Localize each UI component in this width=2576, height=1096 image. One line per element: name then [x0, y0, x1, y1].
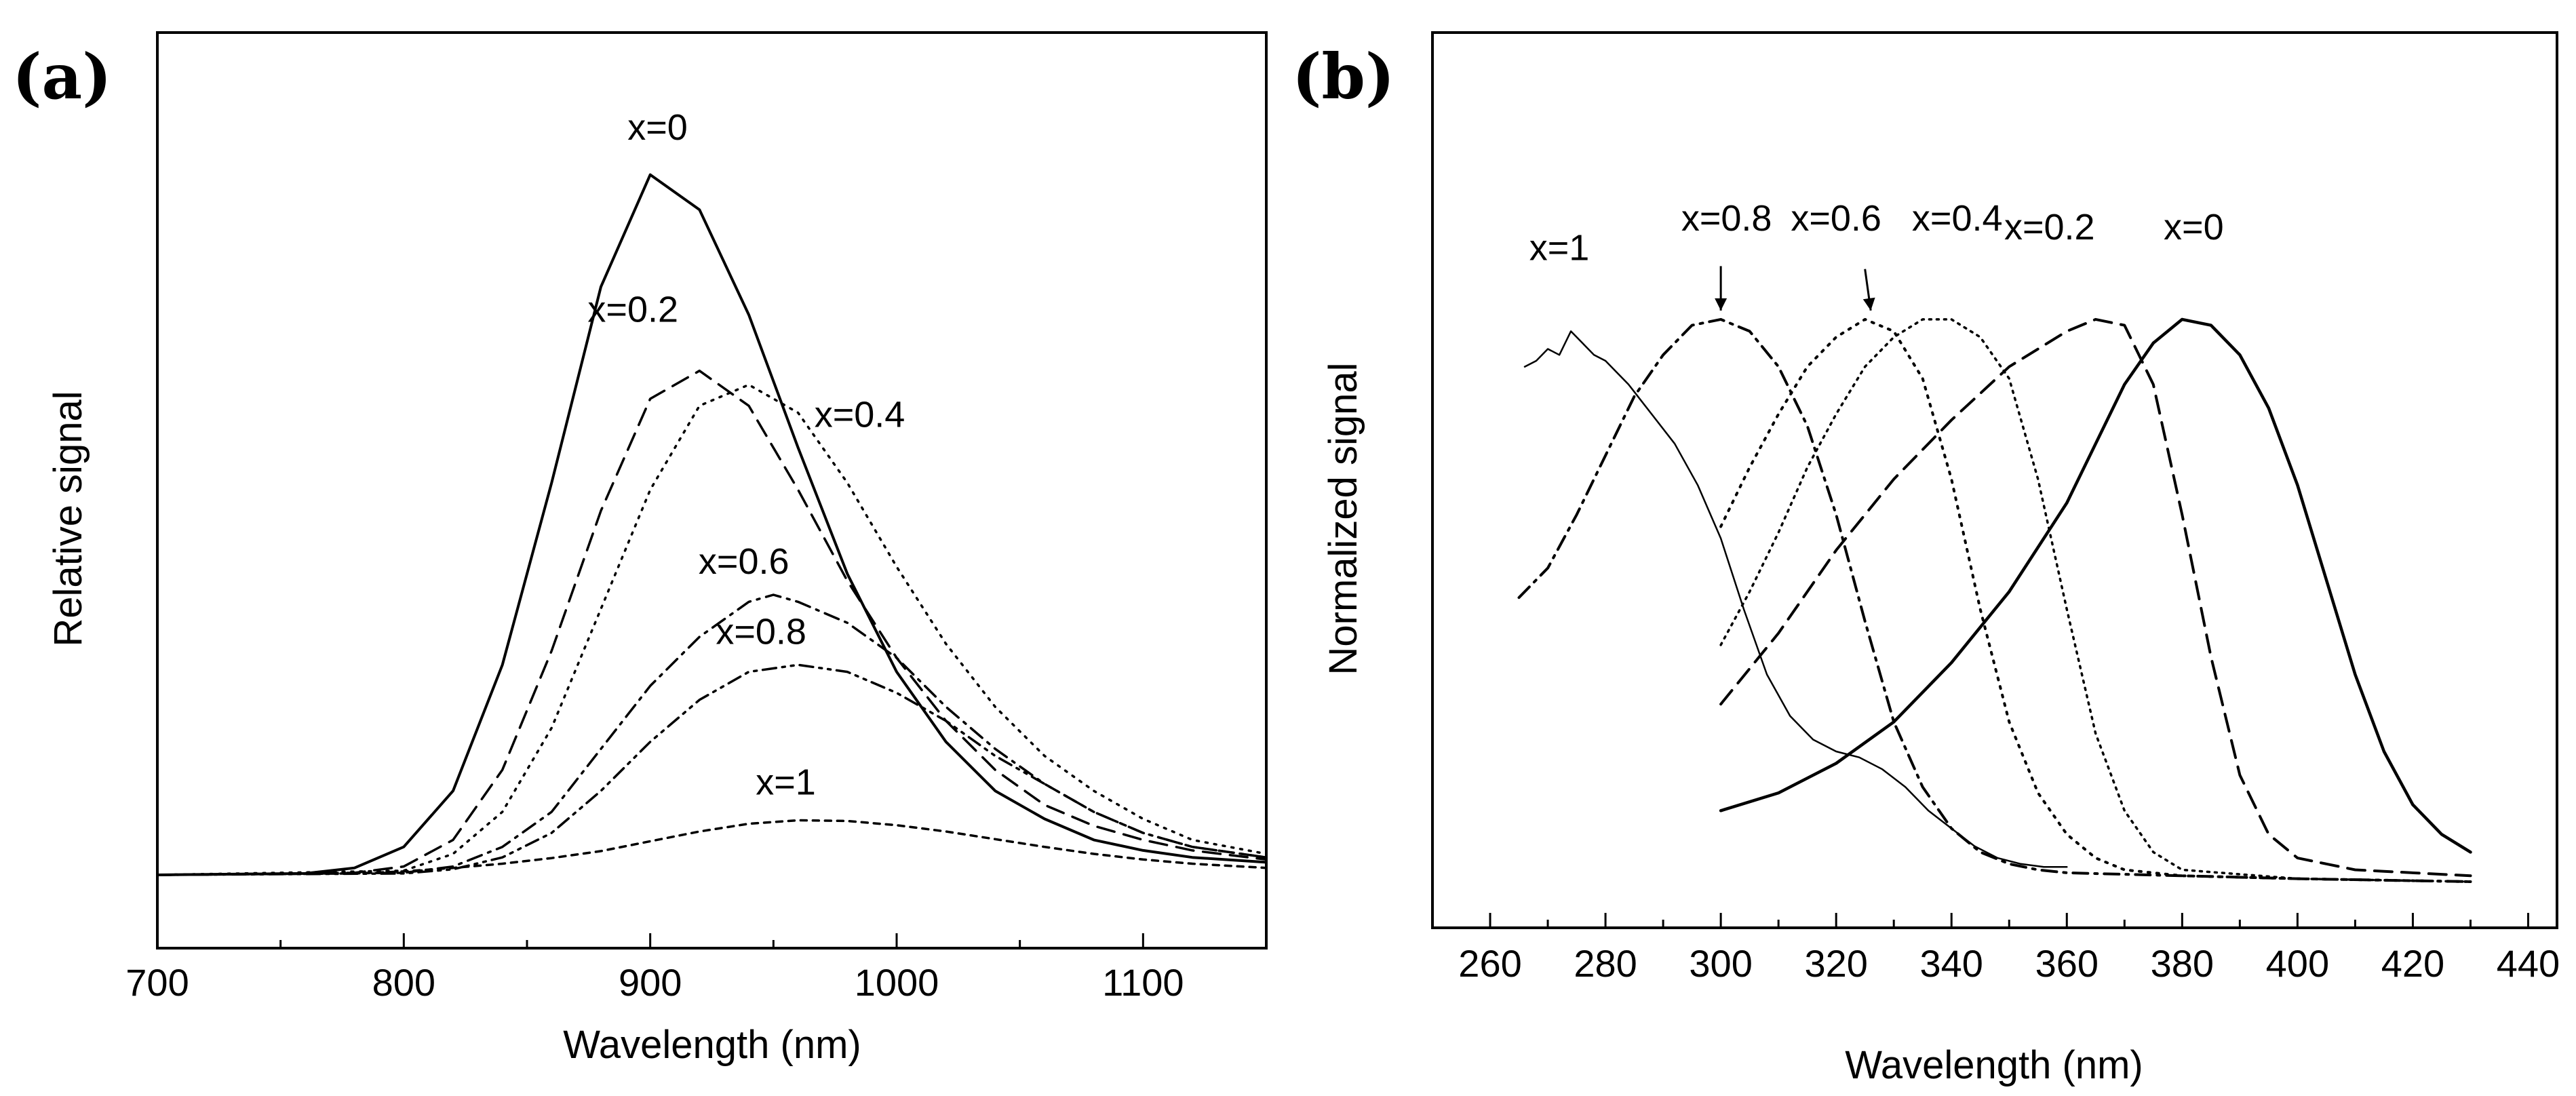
x-axis-title-a: Wavelength (nm): [563, 1023, 861, 1067]
x-tick-label: 1000: [855, 961, 939, 1004]
series-x=0.6: [1719, 317, 2472, 883]
series-x=0: [156, 173, 1268, 876]
y-axis-title-b: Normalized signal: [1321, 363, 1365, 676]
series-label-x=0.2: x=0.2: [587, 289, 678, 330]
series-x=0.4: [1719, 318, 2472, 883]
series-x=1: [156, 819, 1268, 876]
series-x=0.2: [1719, 317, 2472, 878]
series-label-x=0.6: x=0.6: [699, 541, 789, 582]
series-x=0.4: [156, 383, 1268, 876]
x-tick-label: 420: [2381, 942, 2444, 985]
series-x=0.8: [156, 663, 1268, 876]
annotation-arrows-b: [1715, 266, 1875, 311]
series-x=0.2: [156, 369, 1268, 876]
x-tick-label: 280: [1574, 942, 1637, 985]
x-axis-title-b: Wavelength (nm): [1845, 1043, 2143, 1087]
y-axis-title-a: Relative signal: [46, 391, 90, 646]
x-tick-label: 900: [619, 961, 682, 1004]
x-ticks-b: 260 280 300 320 340 360 380 400 420 440: [1431, 913, 2560, 985]
series-label-x=0: x=0: [627, 107, 688, 148]
panel-label-a: (a): [12, 40, 112, 113]
panel-label-b: (b): [1292, 40, 1394, 113]
series-group-a: [156, 173, 1268, 876]
series-labels-b: x=1 x=0.8 x=0.6 x=0.4 x=0.2 x=0: [1529, 198, 2224, 269]
series-label-x=0.6: x=0.6: [1791, 198, 1881, 239]
x-tick-label: 700: [125, 961, 189, 1004]
x-tick-label: 400: [2266, 942, 2329, 985]
panel-a: (a) 700 800 900 1000 1100 x=0 x=0.2 x=0.4 x=0.6…: [12, 31, 1268, 1067]
x-tick-label: 360: [2035, 942, 2099, 985]
x-ticks-a: 700 800 900 1000 1100: [125, 933, 1268, 1004]
series-label-x=1: x=1: [756, 762, 816, 802]
series-group-b: [1517, 317, 2472, 883]
series-x=0: [1719, 317, 2472, 854]
series-label-x=0.2: x=0.2: [2004, 207, 2095, 248]
x-tick-label: 320: [1804, 942, 1867, 985]
x-tick-label: 300: [1689, 942, 1752, 985]
x-tick-label: 340: [1920, 942, 1983, 985]
series-x=0.8: [1517, 317, 2472, 883]
series-x=0.6: [156, 593, 1268, 876]
series-label-x=0.8: x=0.8: [716, 611, 806, 652]
series-labels-a: x=0 x=0.2 x=0.4 x=0.6 x=0.8 x=1: [587, 107, 905, 802]
plot-frame-a: [156, 31, 1268, 950]
plot-frame-b: [1431, 31, 2558, 929]
x-tick-label: 440: [2497, 942, 2560, 985]
series-label-x=0.4: x=0.4: [815, 394, 905, 435]
x-tick-label: 800: [372, 961, 435, 1004]
x-tick-label: 1100: [1102, 961, 1184, 1004]
x-tick-label: 260: [1458, 942, 1521, 985]
series-label-x=0.8: x=0.8: [1681, 198, 1772, 239]
panel-b: (b) 260 280 300 320 340 360 380 400 420 440 x=1x=…: [1292, 31, 2560, 1087]
series-label-x=0: x=0: [2164, 207, 2224, 248]
x-tick-label: 380: [2151, 942, 2214, 985]
annotation-arrowhead: [1715, 298, 1728, 311]
series-label-x=0.4: x=0.4: [1912, 198, 2003, 239]
series-label-x=1: x=1: [1529, 228, 1590, 269]
annotation-arrowhead: [1862, 297, 1875, 311]
series-x=1: [1523, 330, 2068, 868]
